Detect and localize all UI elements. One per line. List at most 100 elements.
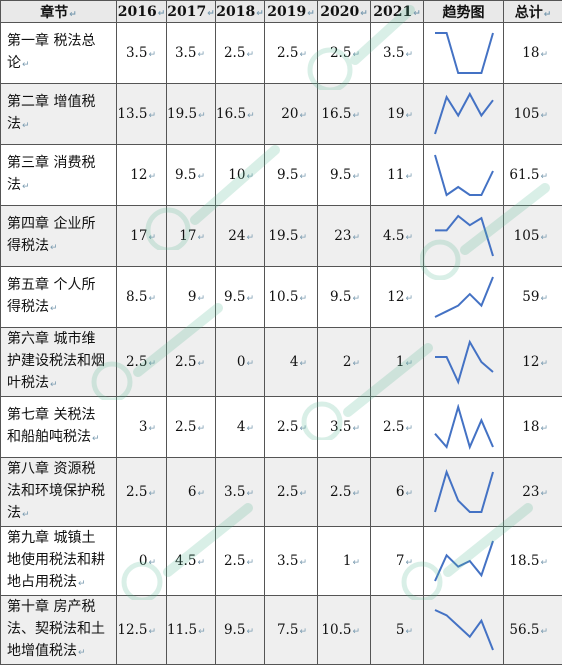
paragraph-mark: ↵	[148, 424, 156, 434]
year-value: 2.5	[126, 354, 147, 370]
paragraph-mark: ↵	[197, 294, 205, 304]
total-cell: 18↵	[504, 397, 562, 458]
chapter-cell: 第九章 城镇土地使用税法和耕地占用税法↵	[1, 527, 117, 596]
total-cell: 12↵	[504, 328, 562, 397]
column-header-label: 2018	[216, 4, 255, 20]
column-header: 2016↵	[117, 1, 167, 23]
year-value: 7.5	[277, 622, 298, 638]
total-value: 18	[522, 419, 539, 435]
year-value-cell: 2.5↵	[117, 328, 167, 397]
year-value: 2.5	[277, 45, 298, 61]
year-value-cell: 6↵	[167, 458, 216, 527]
year-value-cell: 16.5↵	[318, 84, 371, 145]
year-value-cell: 16.5↵	[216, 84, 265, 145]
chapter-cell: 第三章 消费税法↵	[1, 145, 117, 206]
year-value: 2.5	[175, 419, 196, 435]
paragraph-mark: ↵	[246, 172, 254, 182]
paragraph-mark: ↵	[405, 111, 413, 121]
year-value-cell: 4↵	[216, 397, 265, 458]
paragraph-mark: ↵	[540, 111, 548, 121]
paragraph-mark: ↵	[405, 359, 413, 369]
chapter-name-line: 第九章 城镇土	[7, 530, 95, 546]
sparkline-line	[435, 610, 493, 650]
chapter-name-line: 第五章 个人所	[7, 277, 95, 293]
column-header-label: 2021	[373, 4, 412, 20]
year-value-cell: 3.5↵	[117, 23, 167, 84]
paragraph-mark: ↵	[197, 50, 205, 60]
year-value: 0	[139, 553, 148, 569]
paragraph-mark: ↵	[197, 233, 205, 243]
trend-sparkline	[432, 538, 496, 584]
total-value: 105	[514, 106, 540, 122]
sparkline-line	[435, 541, 493, 581]
chapter-name-line: 和船舶吨税法	[7, 429, 91, 445]
total-value: 18	[522, 45, 539, 61]
year-value-cell: 2.5↵	[318, 23, 371, 84]
chapter-cell: 第二章 增值税法↵	[1, 84, 117, 145]
year-value: 3.5	[330, 419, 351, 435]
table-row: 第八章 资源税法和环境保护税法↵2.5↵6↵3.5↵2.5↵2.5↵6↵23↵	[1, 458, 562, 527]
paragraph-mark: ↵	[22, 510, 30, 520]
total-value: 23	[522, 484, 539, 500]
year-value-cell: 4↵	[265, 328, 318, 397]
year-value: 3.5	[383, 45, 404, 61]
paragraph-mark: ↵	[352, 489, 360, 499]
year-value-cell: 3.5↵	[265, 527, 318, 596]
year-value: 20	[281, 106, 298, 122]
paragraph-mark: ↵	[544, 10, 552, 20]
paragraph-mark: ↵	[50, 243, 58, 253]
header-row: 章节↵2016↵2017↵2018↵2019↵2020↵2021↵趋势图总计↵	[1, 1, 562, 23]
year-value-cell: 2.5↵	[265, 458, 318, 527]
year-value: 9.5	[330, 289, 351, 305]
paragraph-mark: ↵	[352, 558, 360, 568]
column-header-label: 趋势图	[443, 5, 485, 21]
paragraph-mark: ↵	[413, 9, 421, 19]
year-value: 13.5	[117, 106, 147, 122]
sparkline-line	[435, 155, 493, 195]
paragraph-mark: ↵	[299, 359, 307, 369]
chapter-name-line: 地增值税法	[7, 643, 77, 659]
year-value-cell: 12↵	[117, 145, 167, 206]
trend-cell	[424, 206, 504, 267]
paragraph-mark: ↵	[352, 233, 360, 243]
year-value-cell: 10.5↵	[318, 596, 371, 665]
year-value: 9.5	[224, 622, 245, 638]
year-value-cell: 13.5↵	[117, 84, 167, 145]
paragraph-mark: ↵	[148, 359, 156, 369]
paragraph-mark: ↵	[246, 50, 254, 60]
chapter-name-line: 法、契税法和土	[7, 621, 105, 637]
trend-cell	[424, 84, 504, 145]
sparkline-line	[435, 216, 493, 256]
sparkline-line	[435, 472, 493, 512]
chapter-name-line: 护建设税法和烟	[7, 353, 105, 369]
chapter-name-line: 第一章 税法总	[7, 33, 95, 49]
year-value-cell: 19.5↵	[167, 84, 216, 145]
paragraph-mark: ↵	[92, 434, 100, 444]
column-header: 2017↵	[167, 1, 216, 23]
year-value: 3.5	[126, 45, 147, 61]
sparkline-line	[435, 33, 493, 73]
paragraph-mark: ↵	[246, 627, 254, 637]
column-header: 2018↵	[216, 1, 265, 23]
total-value: 56.5	[509, 622, 539, 638]
year-value: 3.5	[224, 484, 245, 500]
trend-sparkline	[432, 152, 496, 198]
chapter-cell: 第五章 个人所得税法↵	[1, 267, 117, 328]
year-value-cell: 9.5↵	[167, 145, 216, 206]
year-value: 19.5	[268, 228, 298, 244]
paragraph-mark: ↵	[246, 233, 254, 243]
total-cell: 23↵	[504, 458, 562, 527]
year-value: 1	[343, 553, 352, 569]
chapter-cell: 第四章 企业所得税法↵	[1, 206, 117, 267]
paragraph-mark: ↵	[352, 50, 360, 60]
total-value: 61.5	[509, 167, 539, 183]
trend-sparkline	[432, 213, 496, 259]
chapter-name-line: 得税法	[7, 299, 49, 315]
total-cell: 59↵	[504, 267, 562, 328]
year-value-cell: 10↵	[216, 145, 265, 206]
year-value: 16.5	[216, 106, 246, 122]
year-value-cell: 9.5↵	[318, 267, 371, 328]
chapter-name-line: 地使用税法和耕	[7, 552, 105, 568]
paragraph-mark: ↵	[148, 233, 156, 243]
trend-sparkline	[432, 30, 496, 76]
